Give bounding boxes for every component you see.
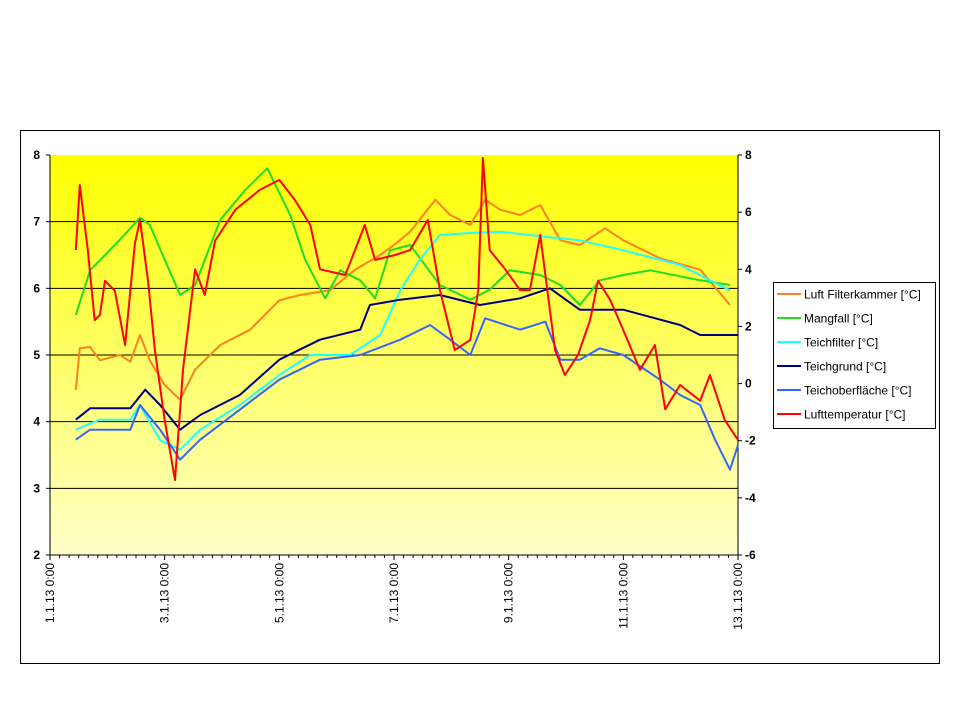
y-tick-label-left: 8 [33, 148, 40, 162]
axes: 8 7 6 5 4 3 2 8 6 4 2 0 -2 -4 -6 1.1.13 0:00 3.1.13 0:00… [33, 148, 756, 630]
series-line-5 [74, 156, 739, 482]
y-tick-label-right: 2 [745, 319, 752, 333]
y-tick-label-right: -4 [745, 491, 756, 505]
legend-label: Teichoberfläche [°C] [804, 384, 912, 398]
x-tick-label: 13.1.13 0:00 [731, 563, 745, 630]
y-tick-label-left: 6 [33, 281, 40, 295]
legend-label: Teichgrund [°C] [804, 360, 886, 374]
legend-label: Lufttemperatur [°C] [804, 408, 906, 422]
legend-label: Mangfall [°C] [804, 312, 873, 326]
y-tick-label-right: 4 [745, 262, 752, 276]
series-line-2 [75, 230, 731, 451]
x-tick-label: 9.1.13 0:00 [502, 563, 516, 623]
legend: Luft Filterkammer [°C] Mangfall [°C] Teich… [773, 282, 936, 429]
series-line-0 [74, 198, 731, 401]
y-tick-label-left: 4 [33, 415, 40, 429]
y-tick-label-left: 5 [33, 348, 40, 362]
legend-box [773, 282, 936, 429]
y-tick-label-left: 2 [33, 548, 40, 562]
y-tick-label-right: -2 [745, 434, 756, 448]
series-line-3 [75, 287, 738, 431]
legend-label: Luft Filterkammer [°C] [804, 288, 921, 302]
y-tick-label-right: 6 [745, 205, 752, 219]
x-tick-label: 1.1.13 0:00 [43, 563, 57, 623]
series-line-1 [74, 167, 731, 316]
x-tick-label: 11.1.13 0:00 [616, 563, 630, 629]
y-tick-label-right: 0 [745, 377, 752, 391]
x-tick-label: 3.1.13 0:00 [158, 563, 172, 623]
y-tick-label-right: 8 [745, 148, 752, 162]
legend-label: Teichfilter [°C] [804, 336, 878, 350]
y-tick-label-right: -6 [745, 548, 756, 562]
series-lines [74, 156, 739, 482]
x-tick-label: 5.1.13 0:00 [272, 563, 286, 623]
y-tick-label-left: 3 [33, 481, 40, 495]
x-tick-label: 7.1.13 0:00 [387, 563, 401, 623]
y-tick-label-left: 7 [33, 215, 40, 229]
